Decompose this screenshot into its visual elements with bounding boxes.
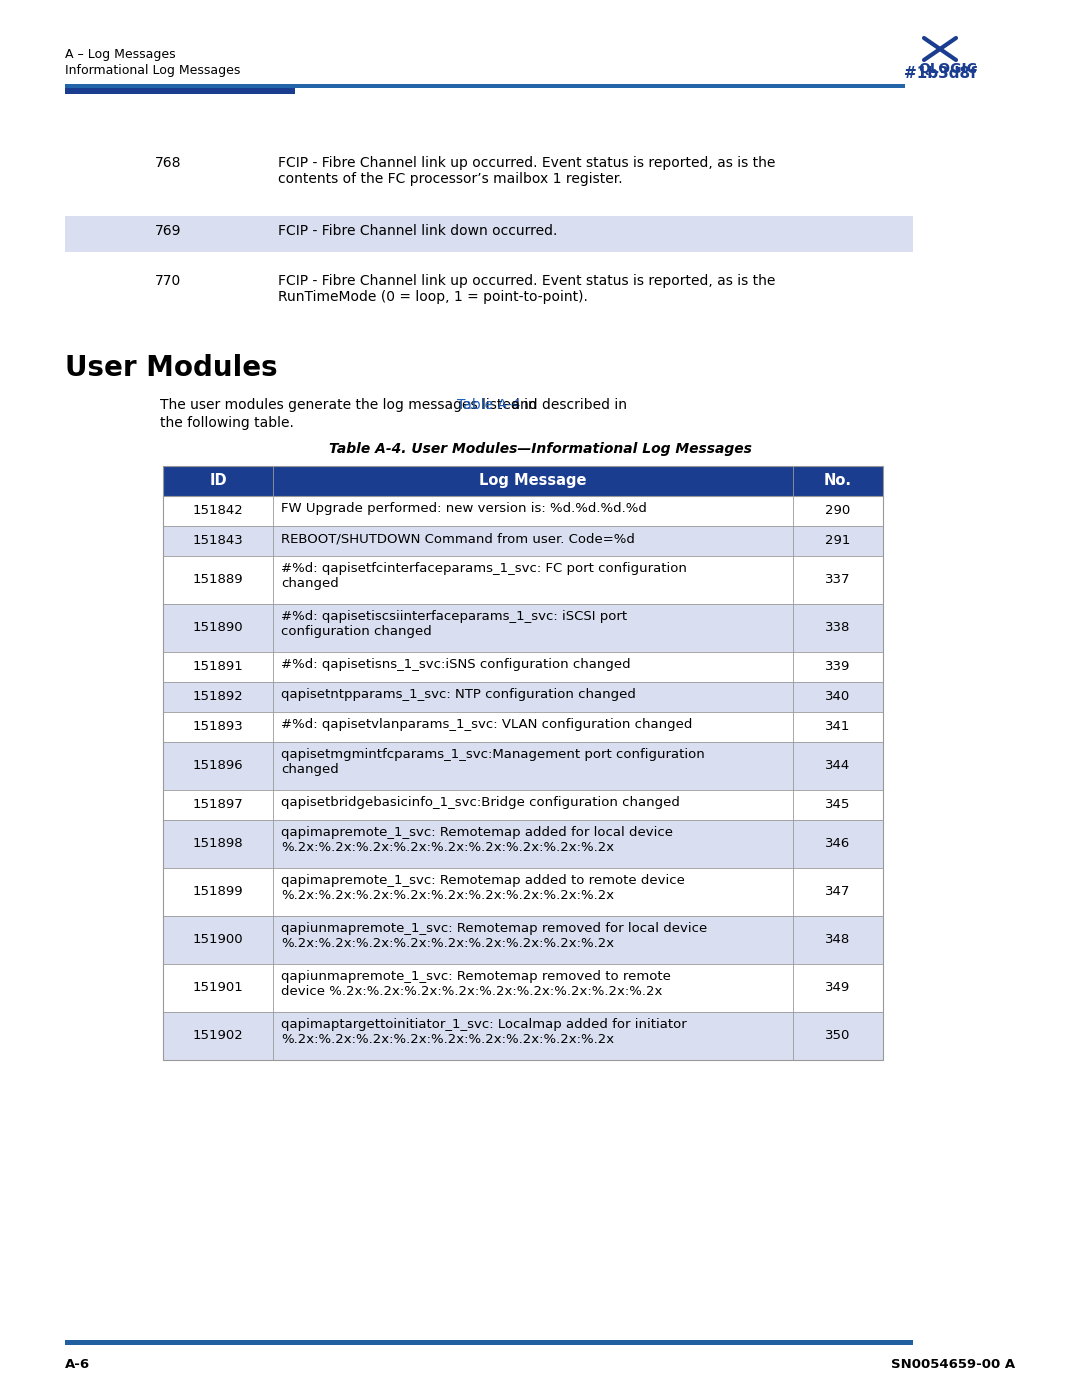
Bar	[163, 868, 883, 916]
Text: 344: 344	[825, 759, 851, 773]
Text: The user modules generate the log messages listed in: The user modules generate the log messag…	[160, 398, 541, 412]
Text: No.: No.	[824, 474, 852, 488]
Text: 151843: 151843	[192, 534, 243, 548]
Text: FCIP - Fibre Channel link up occurred. Event status is reported, as is the
RunTi: FCIP - Fibre Channel link up occurred. E…	[278, 274, 775, 305]
Bar	[163, 467, 883, 496]
Text: 151890: 151890	[192, 622, 243, 634]
Text: qapimapremote_1_svc: Remotemap added for local device
%.2x:%.2x:%.2x:%.2x:%.2x:%: qapimapremote_1_svc: Remotemap added for…	[281, 826, 673, 854]
Text: #%d: qapisetiscsiinterfaceparams_1_svc: iSCSI port
configuration changed: #%d: qapisetiscsiinterfaceparams_1_svc: …	[281, 610, 627, 638]
Text: 345: 345	[825, 798, 851, 812]
Bar	[163, 604, 883, 652]
Text: 339: 339	[825, 659, 851, 673]
Text: and described in: and described in	[508, 398, 627, 412]
Text: Log Message: Log Message	[480, 474, 586, 488]
Text: 347: 347	[825, 886, 851, 898]
Bar	[163, 964, 883, 1011]
Text: Table A-4: Table A-4	[457, 398, 521, 412]
Text: qapimapremote_1_svc: Remotemap added to remote device
%.2x:%.2x:%.2x:%.2x:%.2x:%: qapimapremote_1_svc: Remotemap added to …	[281, 875, 685, 902]
Text: 337: 337	[825, 573, 851, 585]
Text: 151889: 151889	[192, 573, 243, 585]
Bar	[163, 742, 883, 789]
Bar	[65, 84, 905, 88]
Text: 770: 770	[154, 274, 181, 288]
Text: 349: 349	[825, 981, 851, 995]
Text: 151902: 151902	[192, 1030, 243, 1042]
Text: 151899: 151899	[192, 886, 243, 898]
Text: 290: 290	[825, 504, 851, 517]
Text: FW Upgrade performed: new version is: %d.%d.%d.%d: FW Upgrade performed: new version is: %d…	[281, 502, 647, 515]
Text: qapimaptargettoinitiator_1_svc: Localmap added for initiator
%.2x:%.2x:%.2x:%.2x: qapimaptargettoinitiator_1_svc: Localmap…	[281, 1018, 687, 1046]
Text: SN0054659-00 A: SN0054659-00 A	[891, 1358, 1015, 1370]
Bar	[163, 789, 883, 820]
Text: Table A-4. User Modules—Informational Log Messages: Table A-4. User Modules—Informational Lo…	[328, 441, 752, 455]
Text: 151900: 151900	[192, 933, 243, 946]
Text: Informational Log Messages: Informational Log Messages	[65, 64, 241, 77]
Text: REBOOT/SHUTDOWN Command from user. Code=%d: REBOOT/SHUTDOWN Command from user. Code=…	[281, 532, 635, 545]
Text: User Modules: User Modules	[65, 353, 278, 381]
Text: qapisetmgmintfcparams_1_svc:Management port configuration
changed: qapisetmgmintfcparams_1_svc:Management p…	[281, 747, 705, 775]
Text: #%d: qapisetisns_1_svc:iSNS configuration changed: #%d: qapisetisns_1_svc:iSNS configuratio…	[281, 658, 631, 671]
Text: qapisetbridgebasicinfo_1_svc:Bridge configuration changed: qapisetbridgebasicinfo_1_svc:Bridge conf…	[281, 796, 680, 809]
Text: 769: 769	[154, 224, 181, 237]
Bar	[163, 1011, 883, 1060]
Bar	[163, 682, 883, 712]
Text: qapiunmapremote_1_svc: Remotemap removed to remote
device %.2x:%.2x:%.2x:%.2x:%.: qapiunmapremote_1_svc: Remotemap removed…	[281, 970, 671, 997]
Bar	[163, 556, 883, 604]
Text: 346: 346	[825, 837, 851, 849]
Bar	[65, 1340, 913, 1345]
Text: 151898: 151898	[192, 837, 243, 849]
Bar	[65, 217, 913, 251]
Text: qapisetntpparams_1_svc: NTP configuration changed: qapisetntpparams_1_svc: NTP configuratio…	[281, 687, 636, 701]
Text: the following table.: the following table.	[160, 416, 294, 430]
Text: 350: 350	[825, 1030, 851, 1042]
Text: 348: 348	[825, 933, 851, 946]
Text: 151893: 151893	[192, 719, 243, 733]
Text: 341: 341	[825, 719, 851, 733]
Text: ID: ID	[210, 474, 227, 488]
Text: 340: 340	[825, 690, 851, 703]
Text: 151891: 151891	[192, 659, 243, 673]
Text: 151892: 151892	[192, 690, 243, 703]
Text: FCIP - Fibre Channel link down occurred.: FCIP - Fibre Channel link down occurred.	[278, 224, 557, 237]
Text: 151842: 151842	[192, 504, 243, 517]
Bar	[163, 496, 883, 527]
Text: QLOGIC: QLOGIC	[918, 61, 977, 75]
Bar	[163, 527, 883, 556]
Text: #%d: qapisetfcinterfaceparams_1_svc: FC port configuration
changed: #%d: qapisetfcinterfaceparams_1_svc: FC …	[281, 562, 687, 590]
Bar	[163, 820, 883, 868]
Text: 151896: 151896	[192, 759, 243, 773]
Text: 151897: 151897	[192, 798, 243, 812]
Text: #1b3d8f: #1b3d8f	[904, 66, 976, 81]
Bar	[163, 916, 883, 964]
Text: 338: 338	[825, 622, 851, 634]
Text: FCIP - Fibre Channel link up occurred. Event status is reported, as is the
conte: FCIP - Fibre Channel link up occurred. E…	[278, 156, 775, 186]
Text: 151901: 151901	[192, 981, 243, 995]
Text: 768: 768	[154, 156, 181, 170]
Text: A – Log Messages: A – Log Messages	[65, 47, 176, 61]
Text: qapiunmapremote_1_svc: Remotemap removed for local device
%.2x:%.2x:%.2x:%.2x:%.: qapiunmapremote_1_svc: Remotemap removed…	[281, 922, 707, 950]
Bar	[163, 712, 883, 742]
Text: 291: 291	[825, 534, 851, 548]
Text: A-6: A-6	[65, 1358, 90, 1370]
Text: #%d: qapisetvlanparams_1_svc: VLAN configuration changed: #%d: qapisetvlanparams_1_svc: VLAN confi…	[281, 718, 692, 731]
Bar	[163, 652, 883, 682]
Bar	[65, 84, 295, 94]
Bar	[163, 467, 883, 1060]
